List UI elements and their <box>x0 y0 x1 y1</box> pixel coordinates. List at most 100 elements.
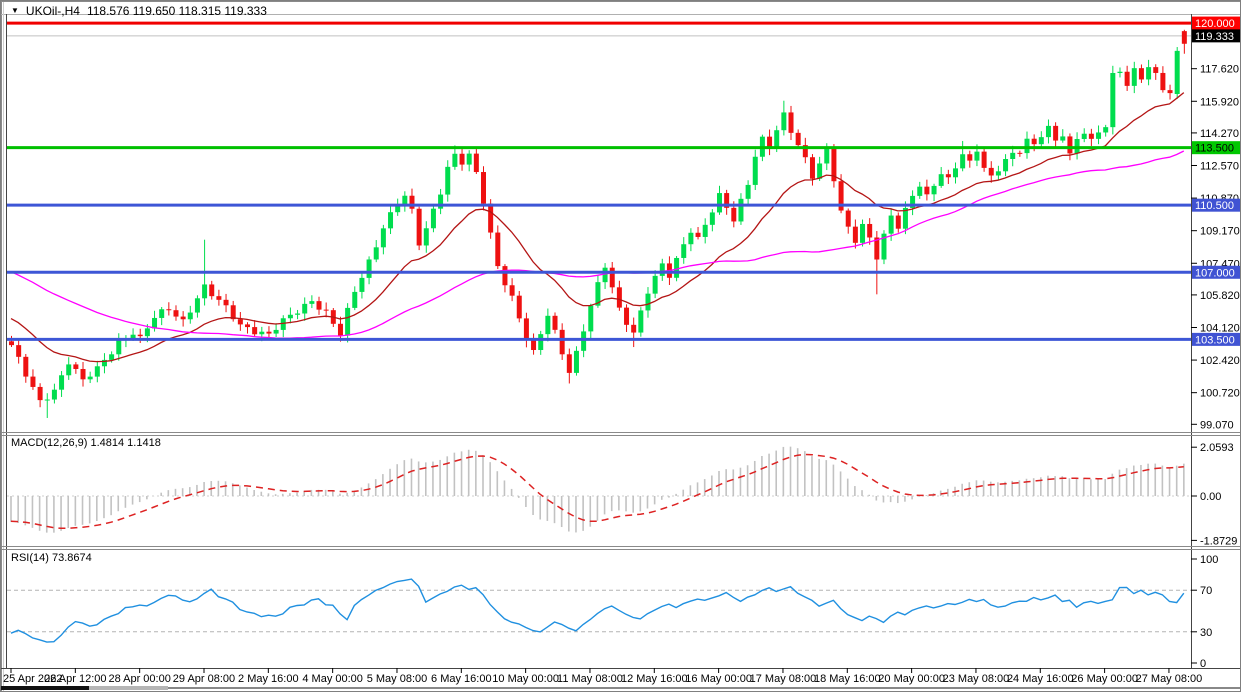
candle-body <box>1167 90 1173 94</box>
rsi-tick-label: 0 <box>1200 658 1206 670</box>
price-axis: 117.620115.920114.270112.570110.870109.1… <box>1191 64 1240 670</box>
candle-body <box>252 327 258 335</box>
candle-body <box>902 208 908 229</box>
price-badge <box>1192 16 1240 30</box>
candle-body <box>1003 159 1009 172</box>
candle-body <box>59 375 65 390</box>
candle-body <box>945 174 951 178</box>
candle-body <box>1024 138 1030 154</box>
candle-body <box>952 168 958 178</box>
date-tick-label: 18 May 16:00 <box>814 673 881 685</box>
candle-body <box>352 291 358 308</box>
candle-body <box>960 154 966 169</box>
price-badge <box>1192 198 1240 212</box>
candle-body <box>595 282 601 306</box>
candle-body <box>523 318 529 341</box>
rsi-tick-label: 30 <box>1200 627 1212 639</box>
date-tick-label: 6 May 16:00 <box>431 673 492 685</box>
candle-body <box>895 215 901 229</box>
candle-body <box>1174 50 1180 95</box>
candle-body <box>373 247 379 260</box>
macd-tick-label: 2.0593 <box>1200 442 1234 454</box>
candle-body <box>423 228 429 246</box>
candle-body <box>1045 125 1051 138</box>
symbol-menu-icon[interactable]: ▼ <box>11 6 19 15</box>
candle-body <box>860 223 866 243</box>
candle-body <box>695 232 701 237</box>
main-chart-area[interactable] <box>7 15 1191 432</box>
candle-body <box>73 364 79 369</box>
candle-body <box>724 193 730 208</box>
candle-body <box>109 354 115 360</box>
date-tick-label: 29 Apr 08:00 <box>173 673 235 685</box>
candle-body <box>910 195 916 209</box>
candle-body <box>266 331 272 334</box>
candle-body <box>1031 138 1037 145</box>
candle-body <box>159 309 165 318</box>
candle-body <box>295 313 301 315</box>
date-tick-label: 16 May 00:00 <box>685 673 752 685</box>
candle-body <box>359 277 365 292</box>
candle-body <box>244 324 250 328</box>
scrollbar-thumb[interactable] <box>1 686 89 690</box>
candle-body <box>345 307 351 336</box>
price-tick-label: 100.720 <box>1200 388 1240 400</box>
candle-body <box>716 193 722 213</box>
rsi-panel <box>7 578 1191 643</box>
candle-body <box>66 364 72 376</box>
candle-body <box>16 345 22 357</box>
candle-body <box>995 171 1001 176</box>
candle-body <box>559 329 565 355</box>
candle-body <box>731 207 737 222</box>
candle-body <box>745 184 751 199</box>
chart-title-bar: ▼ UKOil-,H4 118.576 119.650 118.315 119.… <box>11 4 267 18</box>
price-badge <box>1192 265 1240 279</box>
date-tick-label: 28 Apr 00:00 <box>108 673 170 685</box>
candle-body <box>1146 67 1152 80</box>
ohlc-values: 118.576 119.650 118.315 119.333 <box>86 4 267 18</box>
candle-body <box>137 334 143 337</box>
candle-body <box>459 153 465 165</box>
rsi-tick-label: 70 <box>1200 585 1212 597</box>
candle-body <box>445 166 451 195</box>
price-badge-label: 107.000 <box>1195 267 1235 279</box>
candle-body <box>409 195 415 209</box>
candle-body <box>1103 127 1109 133</box>
candle-body <box>831 148 837 182</box>
candle-body <box>573 350 579 373</box>
candle-body <box>1081 133 1087 140</box>
candle-body <box>1038 137 1044 145</box>
candle-body <box>144 328 150 337</box>
candle-body <box>967 154 973 161</box>
candle-body <box>566 354 572 373</box>
macd-panel-area[interactable] <box>7 435 1191 546</box>
rsi-panel-area[interactable] <box>7 549 1191 668</box>
candle-body <box>545 315 551 335</box>
price-tick-label: 109.170 <box>1200 226 1240 238</box>
candle-body <box>988 167 994 176</box>
candle-body <box>509 285 515 296</box>
candle-body <box>1181 31 1187 44</box>
candle-body <box>674 257 680 278</box>
price-badge-label: 103.500 <box>1195 334 1235 346</box>
candle-body <box>230 305 236 320</box>
candle-body <box>581 331 587 351</box>
candle-body <box>316 301 322 310</box>
candle-body <box>652 275 658 294</box>
candle-body <box>23 356 29 377</box>
candle-body <box>502 266 508 286</box>
price-badge <box>1192 141 1240 155</box>
candle-body <box>87 376 93 380</box>
candle-body <box>116 340 122 355</box>
candle-body <box>309 301 315 304</box>
candle-body <box>216 296 222 300</box>
scrollbar-track <box>89 686 168 690</box>
candle-body <box>917 186 923 196</box>
rsi-indicator-label: RSI(14) 73.8674 <box>11 552 92 564</box>
candle-body <box>852 226 858 243</box>
price-badge-label: 120.000 <box>1195 18 1235 30</box>
candle-body <box>202 284 208 299</box>
candle-body <box>638 310 644 333</box>
